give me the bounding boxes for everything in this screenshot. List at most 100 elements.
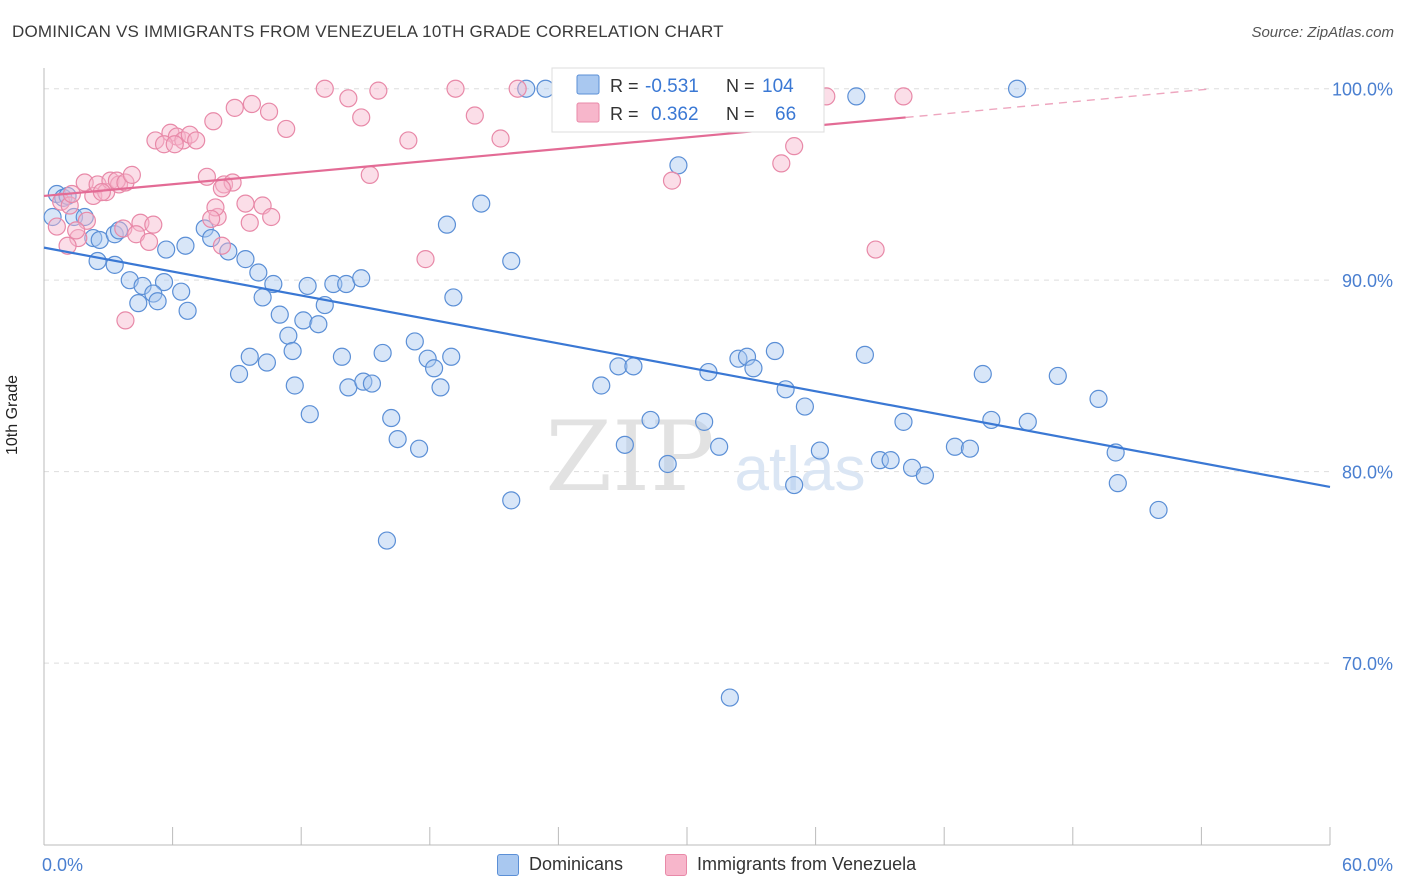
point-blue-71 — [695, 412, 714, 431]
point-blue-34 — [279, 326, 298, 345]
point-pink-42 — [277, 119, 296, 139]
point-blue-56 — [442, 347, 461, 366]
point-blue-62 — [536, 79, 555, 98]
point-blue-57 — [444, 288, 463, 307]
point-pink-59 — [116, 311, 135, 330]
point-pink-44 — [339, 89, 358, 108]
point-blue-67 — [615, 435, 634, 454]
point-blue-78 — [776, 380, 795, 399]
point-pink-34 — [212, 236, 231, 255]
point-pink-41 — [259, 102, 279, 121]
point-blue-49 — [382, 408, 401, 428]
y-tick-label-3: 100.0% — [1332, 80, 1393, 100]
point-blue-99 — [720, 688, 739, 707]
stats-swatch-pink — [576, 102, 600, 123]
point-blue-90 — [973, 364, 992, 384]
point-blue-97 — [1149, 500, 1168, 520]
point-blue-83 — [870, 451, 890, 470]
point-blue-80 — [785, 475, 804, 495]
point-pink-33 — [206, 198, 225, 217]
point-blue-94 — [1089, 389, 1108, 408]
point-pink-56 — [67, 221, 86, 240]
point-blue-65 — [609, 357, 628, 376]
stats-r-label-blue: R = — [610, 76, 639, 96]
point-blue-50 — [388, 429, 407, 449]
point-blue-82 — [855, 345, 874, 364]
point-pink-51 — [465, 106, 484, 125]
point-pink-65 — [894, 87, 913, 106]
point-blue-14 — [154, 272, 174, 292]
point-blue-40 — [257, 353, 277, 372]
point-blue-93 — [1048, 366, 1067, 386]
point-blue-25 — [236, 250, 255, 269]
point-blue-19 — [148, 292, 167, 311]
point-pink-19 — [139, 232, 159, 251]
point-pink-43 — [315, 79, 334, 98]
chart-title: DOMINICAN VS IMMIGRANTS FROM VENEZUELA 1… — [12, 22, 724, 41]
point-blue-64 — [592, 376, 611, 395]
point-blue-87 — [915, 466, 935, 485]
source-credit: Source: ZipAtlas.com — [1251, 24, 1394, 41]
legend-swatch-venezuela — [665, 854, 687, 876]
point-pink-20 — [146, 131, 165, 150]
stats-n-value-blue: 104 — [762, 76, 794, 97]
point-blue-43 — [285, 376, 304, 395]
point-blue-76 — [744, 359, 763, 378]
point-blue-52 — [405, 332, 424, 351]
point-blue-26 — [249, 263, 268, 282]
stats-legend: R = -0.531 N = 104 R = 0.362 N = 66 — [551, 67, 825, 133]
point-blue-53 — [418, 349, 437, 368]
point-blue-51 — [409, 439, 429, 458]
point-blue-102 — [847, 87, 866, 106]
point-pink-8 — [58, 236, 77, 255]
point-blue-101 — [1007, 79, 1027, 98]
point-blue-39 — [283, 341, 302, 361]
point-blue-36 — [309, 315, 328, 334]
y-tick-label-2: 90.0% — [1342, 271, 1393, 291]
point-pink-0 — [47, 217, 66, 236]
stats-swatch-blue — [576, 74, 600, 95]
stats-n-value-pink: 66 — [775, 104, 796, 125]
stats-r-value-pink: 0.362 — [651, 104, 699, 125]
stats-r-value-blue: -0.531 — [645, 76, 699, 97]
watermark: ZIP atlas — [545, 401, 865, 513]
point-blue-35 — [294, 311, 313, 330]
watermark-zip: ZIP — [545, 401, 714, 513]
point-blue-55 — [431, 378, 450, 397]
legend-label-dominicans: Dominicans — [529, 854, 624, 874]
point-blue-70 — [669, 156, 688, 175]
point-blue-42 — [229, 364, 249, 384]
legend-label-venezuela: Immigrants from Venezuela — [697, 854, 917, 874]
point-blue-21 — [176, 236, 195, 255]
trendline-blue — [43, 246, 1331, 489]
point-blue-92 — [1018, 412, 1037, 431]
point-pink-45 — [369, 81, 388, 100]
point-pink-61 — [785, 137, 804, 156]
point-pink-60 — [772, 154, 791, 173]
point-blue-48 — [373, 343, 392, 363]
stats-n-label-pink: N = — [726, 104, 755, 124]
point-blue-75 — [737, 347, 757, 366]
point-pink-18 — [144, 215, 163, 234]
stats-r-label-pink: R = — [610, 104, 639, 124]
point-blue-81 — [810, 441, 829, 460]
point-blue-27 — [264, 274, 283, 294]
point-blue-68 — [641, 410, 660, 430]
point-blue-73 — [710, 437, 729, 456]
point-blue-66 — [624, 357, 643, 376]
point-pink-48 — [399, 131, 418, 150]
point-blue-20 — [157, 240, 176, 259]
point-blue-15 — [172, 282, 191, 301]
bottom-legend: Dominicans Immigrants from Venezuela — [0, 852, 1406, 880]
point-blue-28 — [253, 288, 272, 307]
point-pink-32 — [236, 194, 255, 213]
legend-swatch-dominicans — [497, 854, 519, 876]
point-pink-40 — [242, 94, 262, 114]
point-pink-38 — [262, 207, 281, 227]
trendline-pink-extension — [905, 88, 1213, 119]
point-blue-18 — [129, 294, 148, 313]
point-pink-14 — [122, 165, 141, 184]
point-pink-54 — [204, 112, 223, 131]
point-pink-55 — [212, 179, 231, 198]
